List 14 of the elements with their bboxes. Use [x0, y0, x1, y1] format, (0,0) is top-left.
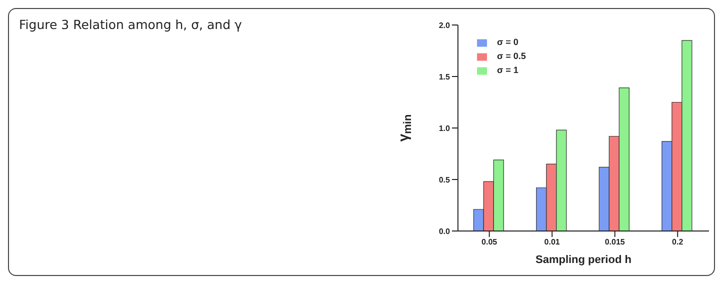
x-tick-label: 0.2: [672, 238, 684, 247]
y-tick-label: 0.5: [438, 175, 450, 184]
x-tick-label: 0.015: [604, 238, 626, 247]
y-tick-label: 1.5: [438, 72, 450, 82]
y-tick-label: 2.0: [438, 20, 450, 30]
y-tick-label: 0.0: [438, 226, 450, 236]
legend-label: σ = 1: [497, 65, 518, 75]
legend-label: σ = 0.5: [497, 51, 526, 61]
x-tick-label: 0.05: [482, 238, 498, 247]
y-tick-label: 1.0: [438, 124, 450, 133]
text: Figure 3 Relation among h, σ, and γ: [19, 17, 242, 32]
x-tick-label: 0.01: [544, 238, 560, 247]
x-axis-title: Sampling period h: [535, 254, 632, 266]
legend-label: σ = 0: [497, 37, 518, 47]
